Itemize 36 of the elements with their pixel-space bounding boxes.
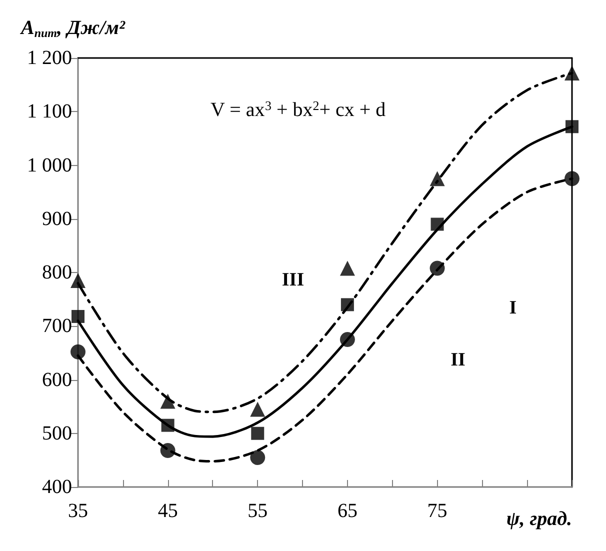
- point: [160, 443, 176, 458]
- y-tick-label: 500: [42, 422, 72, 444]
- y-tick-label: 600: [42, 368, 72, 391]
- x-tick-label: 55: [248, 500, 268, 522]
- annotation: III: [282, 270, 304, 290]
- point: [72, 310, 84, 323]
- annotation: II: [450, 350, 466, 370]
- point: [430, 260, 445, 276]
- point: [251, 426, 264, 440]
- x-tick-label: 35: [68, 500, 88, 522]
- point: [161, 418, 174, 432]
- point: [340, 298, 354, 312]
- y-tick-label: 800: [42, 262, 72, 284]
- point: [70, 344, 86, 360]
- point: [564, 171, 580, 186]
- point: [70, 273, 86, 288]
- point: [564, 66, 580, 81]
- x-axis-title: ψ, град.: [506, 508, 572, 530]
- point: [566, 120, 578, 134]
- y-tick-label: 1 200: [27, 47, 72, 69]
- annotation: I: [509, 298, 517, 318]
- x-tick-label: 75: [427, 500, 448, 522]
- point: [340, 332, 355, 348]
- y-tick-label: 1 000: [27, 154, 72, 176]
- point: [160, 394, 176, 409]
- point: [430, 218, 444, 231]
- y-tick-label: 1 100: [27, 100, 72, 123]
- y-tick-label: 900: [42, 208, 72, 230]
- x-tick-label: 65: [337, 500, 358, 522]
- point: [340, 260, 355, 276]
- point: [250, 402, 266, 417]
- point: [250, 450, 266, 465]
- y-tick-label: 700: [42, 315, 72, 338]
- point: [430, 171, 445, 186]
- y-tick-label: 400: [42, 476, 72, 498]
- x-tick-label: 45: [158, 500, 178, 522]
